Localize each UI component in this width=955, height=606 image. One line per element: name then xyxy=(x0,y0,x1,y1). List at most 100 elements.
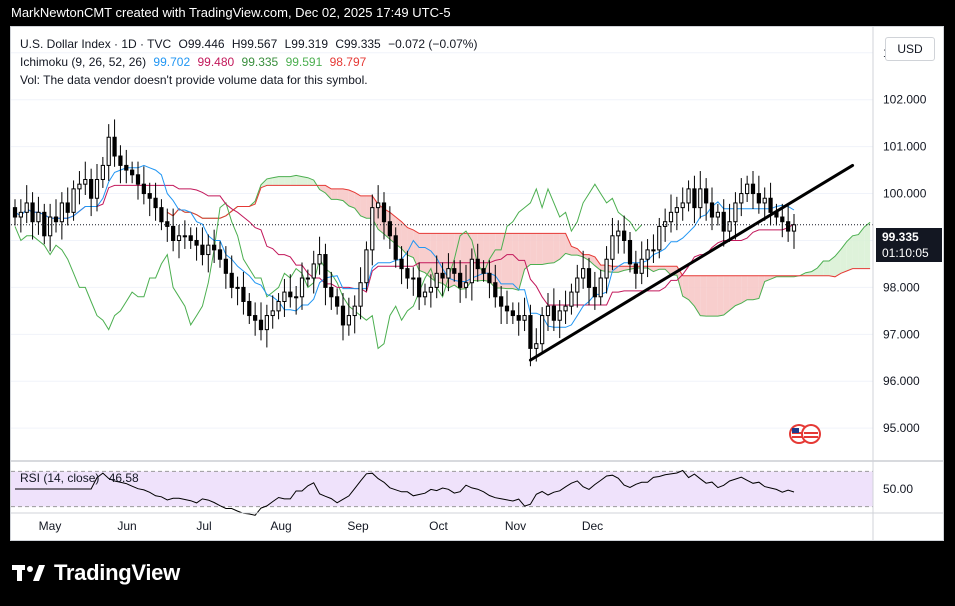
cloud-segment xyxy=(319,185,326,193)
rsi-legend: RSI (14, close) 46.58 xyxy=(20,471,139,485)
cloud-segment xyxy=(559,233,566,260)
candle xyxy=(604,246,609,294)
ohlc-low: L99.319 xyxy=(284,37,328,51)
candle xyxy=(417,262,422,310)
cloud-segment xyxy=(348,190,355,209)
candle xyxy=(692,175,697,224)
cloud-segment xyxy=(817,261,824,276)
candle xyxy=(346,297,351,336)
candle xyxy=(581,250,586,289)
time-tick-label: May xyxy=(39,519,62,533)
candle xyxy=(745,175,750,203)
ichimoku-lagging-value: 99.335 xyxy=(241,55,279,69)
cloud-segment xyxy=(694,275,701,316)
candle xyxy=(610,217,615,271)
candle xyxy=(739,178,744,217)
cloud-segment xyxy=(852,234,859,269)
candle xyxy=(100,156,105,188)
cloud-segment xyxy=(360,195,367,219)
currency-button[interactable]: USD xyxy=(885,37,935,61)
ichimoku-span-a-value: 99.591 xyxy=(285,55,323,69)
candle xyxy=(12,199,18,226)
cloud-segment xyxy=(495,233,502,288)
price-tick-label: 95.000 xyxy=(883,421,920,435)
rsi-label[interactable]: RSI (14, close) xyxy=(20,471,100,485)
cloud-segment xyxy=(753,275,759,300)
cloud-segment xyxy=(548,233,554,264)
candle xyxy=(727,203,732,242)
support-trendline[interactable] xyxy=(528,163,855,362)
candle xyxy=(674,196,679,231)
candle xyxy=(493,264,498,308)
senkou-span-b-line xyxy=(167,184,871,278)
chart-panel[interactable]: 103.000102.000101.000100.00099.00098.000… xyxy=(10,26,944,541)
candle xyxy=(18,199,23,233)
candle xyxy=(206,234,211,273)
cloud-segment xyxy=(302,176,308,186)
cloud-segment xyxy=(706,275,712,317)
candle xyxy=(194,227,199,261)
tenkan-line xyxy=(14,164,795,328)
candle xyxy=(217,241,223,268)
cloud-segment xyxy=(589,254,595,266)
cloud-segment xyxy=(811,268,818,276)
candle xyxy=(53,199,59,233)
cloud-segment xyxy=(846,235,853,271)
candle xyxy=(77,171,82,205)
cloud-segment xyxy=(313,180,320,190)
time-tick-label: Jul xyxy=(196,519,211,533)
candle xyxy=(42,203,47,245)
candle xyxy=(381,192,387,240)
cloud-segment xyxy=(507,233,513,289)
cloud-segment xyxy=(565,233,572,256)
candle xyxy=(235,276,240,306)
candle xyxy=(200,227,205,266)
candles xyxy=(12,119,797,367)
candle xyxy=(422,283,428,306)
cloud-segment xyxy=(829,256,835,277)
cloud-segment xyxy=(325,185,332,200)
cloud-segment xyxy=(835,249,841,277)
candle xyxy=(106,124,111,181)
symbol-name[interactable]: U.S. Dollar Index · 1D · TVC xyxy=(20,37,172,51)
price-tick-label: 96.000 xyxy=(883,374,920,388)
candle xyxy=(786,203,791,242)
ohlc-close: C99.335 xyxy=(335,37,381,51)
candle xyxy=(182,220,187,249)
time-tick-label: Oct xyxy=(429,519,448,533)
chikou-span-line xyxy=(14,183,643,350)
ichimoku-tenkan-value: 99.702 xyxy=(153,55,191,69)
tradingview-logo[interactable]: TradingView xyxy=(12,560,180,586)
candle xyxy=(399,246,404,285)
cloud-segment xyxy=(594,256,601,271)
candle xyxy=(317,236,322,275)
candle xyxy=(171,208,176,252)
rsi-axis-label: 50.00 xyxy=(883,482,913,496)
candle xyxy=(639,241,644,285)
cloud-segment xyxy=(717,275,724,317)
cloud-segment xyxy=(530,233,537,265)
ohlc-open: O99.446 xyxy=(178,37,225,51)
price-tick-label: 98.000 xyxy=(883,280,920,294)
us-flag-icon-2[interactable] xyxy=(801,424,821,444)
candle xyxy=(94,164,100,212)
candle xyxy=(83,161,88,195)
candle xyxy=(264,304,269,348)
candle xyxy=(545,293,551,332)
cloud-segment xyxy=(858,226,865,269)
cloud-segment xyxy=(653,266,660,272)
candle xyxy=(557,300,562,339)
cloud-segment xyxy=(747,275,753,300)
candle xyxy=(358,267,363,320)
candle xyxy=(118,145,123,184)
candle xyxy=(434,255,439,299)
bar-countdown: 01:10:05 xyxy=(882,246,929,260)
legend-symbol-row: U.S. Dollar Index · 1D · TVC O99.446 H99… xyxy=(20,37,481,51)
candle xyxy=(698,171,703,219)
price-chart[interactable]: 103.000102.000101.000100.00099.00098.000… xyxy=(11,27,943,540)
candle xyxy=(305,269,310,287)
cloud-segment xyxy=(864,222,871,269)
ichimoku-label[interactable]: Ichimoku (9, 26, 52, 26) xyxy=(20,55,147,69)
candle xyxy=(36,196,41,235)
candle xyxy=(65,187,70,226)
